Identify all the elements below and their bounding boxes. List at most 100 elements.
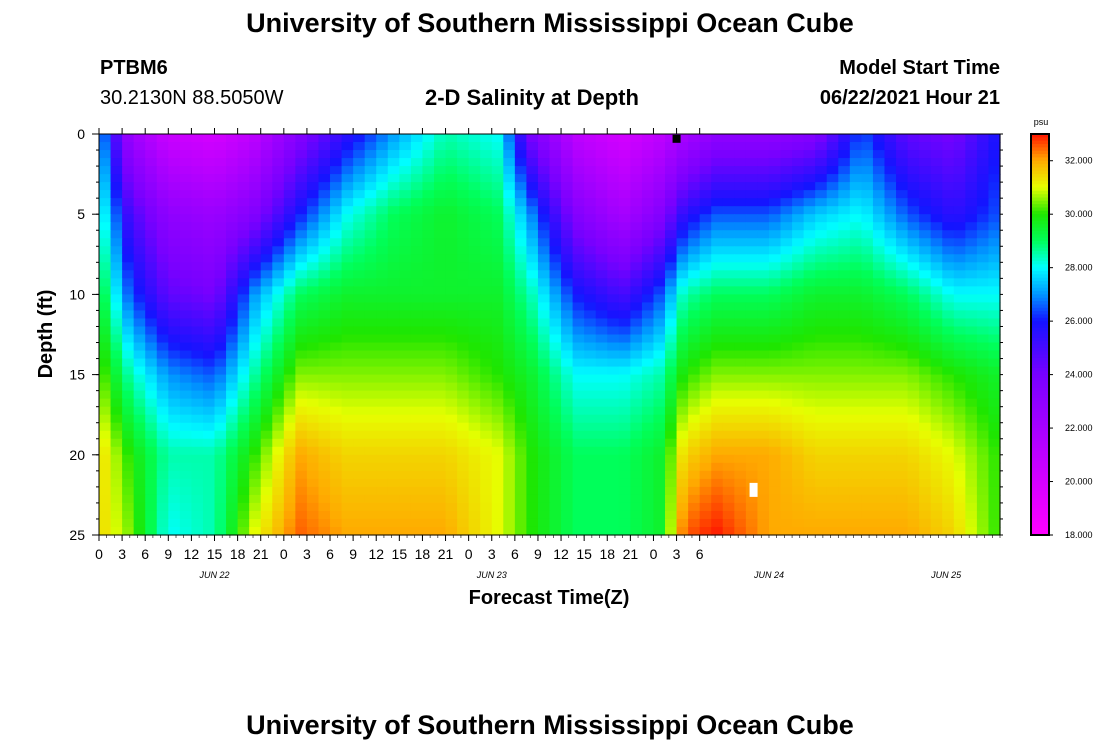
heatmap-cell	[884, 246, 897, 255]
heatmap-cell	[410, 142, 424, 151]
heatmap-cell	[387, 294, 400, 304]
heatmap-cell	[410, 406, 424, 416]
heatmap-cell	[491, 334, 504, 344]
heatmap-cell	[942, 430, 955, 440]
heatmap-cell	[768, 166, 782, 175]
heatmap-cell	[480, 262, 493, 271]
heatmap-cell	[295, 342, 308, 352]
heatmap-cell	[641, 390, 655, 400]
heatmap-cell	[595, 158, 608, 167]
heatmap-cell	[688, 366, 701, 376]
heatmap-cell	[815, 318, 828, 328]
heatmap-cell	[480, 454, 493, 464]
heatmap-cell	[561, 350, 574, 360]
heatmap-cell	[122, 478, 135, 488]
heatmap-cell	[457, 366, 470, 376]
heatmap-cell	[757, 526, 770, 536]
heatmap-cell	[283, 326, 296, 336]
heatmap-cell	[595, 358, 608, 368]
heatmap-cell	[202, 230, 216, 239]
heatmap-cell	[122, 214, 135, 223]
heatmap-cell	[965, 222, 978, 231]
heatmap-cell	[202, 430, 216, 440]
heatmap-cell	[711, 350, 724, 360]
heatmap-cell	[364, 382, 377, 392]
y-tick-label: 20	[69, 447, 85, 463]
heatmap-cell	[422, 222, 435, 231]
heatmap-cell	[861, 238, 874, 247]
heatmap-cell	[410, 230, 424, 239]
heatmap-cell	[815, 310, 828, 320]
heatmap-cell	[306, 214, 320, 223]
heatmap-cell	[838, 286, 851, 295]
x-tick-label: 21	[623, 546, 639, 562]
heatmap-cell	[122, 334, 135, 344]
heatmap-cell	[849, 366, 862, 376]
heatmap-cell	[514, 510, 527, 520]
heatmap-cell	[896, 398, 909, 408]
heatmap-cell	[433, 438, 447, 448]
heatmap-cell	[630, 142, 643, 151]
heatmap-cell	[480, 486, 493, 496]
heatmap-cell	[214, 406, 227, 416]
heatmap-cell	[503, 254, 516, 263]
heatmap-cell	[768, 494, 782, 504]
heatmap-cell	[676, 326, 689, 336]
heatmap-cell	[318, 294, 331, 304]
heatmap-cell	[919, 318, 932, 328]
heatmap-cell	[526, 374, 539, 384]
heatmap-cell	[734, 222, 747, 231]
heatmap-cell	[99, 446, 112, 456]
heatmap-cell	[768, 286, 782, 295]
heatmap-cell	[110, 302, 123, 312]
heatmap-cell	[480, 230, 493, 239]
colorbar-band	[1031, 337, 1049, 342]
heatmap-cell	[364, 278, 377, 287]
heatmap-cell	[283, 430, 296, 440]
heatmap-cell	[653, 310, 666, 320]
station-id: PTBM6	[100, 57, 168, 79]
heatmap-cell	[630, 470, 643, 480]
heatmap-cell	[318, 462, 331, 472]
heatmap-cell	[514, 270, 527, 279]
heatmap-cell	[688, 214, 701, 223]
colorbar-tick-label: 26.000	[1065, 316, 1093, 326]
heatmap-cell	[896, 262, 909, 271]
heatmap-cell	[480, 382, 493, 392]
heatmap-cell	[318, 526, 331, 536]
heatmap-cell	[849, 238, 862, 247]
heatmap-cell	[341, 350, 354, 360]
heatmap-cell	[861, 198, 874, 207]
heatmap-cell	[688, 158, 701, 167]
heatmap-cell	[514, 494, 527, 504]
heatmap-cell	[283, 422, 296, 432]
heatmap-cell	[722, 230, 735, 239]
heatmap-cell	[445, 374, 458, 384]
heatmap-cell	[792, 174, 805, 183]
heatmap-cell	[953, 470, 966, 480]
heatmap-cell	[503, 350, 516, 360]
heatmap-cell	[953, 134, 966, 143]
heatmap-cell	[191, 262, 204, 271]
heatmap-cell	[768, 198, 782, 207]
heatmap-cell	[330, 390, 343, 400]
heatmap-cell	[549, 270, 562, 279]
heatmap-cell	[676, 206, 689, 215]
heatmap-cell	[988, 318, 1001, 328]
heatmap-cell	[884, 518, 897, 528]
heatmap-cell	[665, 510, 678, 520]
heatmap-cell	[976, 318, 990, 328]
heatmap-cell	[122, 150, 135, 159]
heatmap-cell	[249, 518, 262, 528]
heatmap-cell	[618, 446, 631, 456]
heatmap-cell	[665, 206, 678, 215]
heatmap-cell	[122, 350, 135, 360]
heatmap-cell	[226, 326, 239, 336]
heatmap-cell	[757, 382, 770, 392]
heatmap-cell	[826, 342, 839, 352]
heatmap-cell	[526, 318, 539, 328]
heatmap-cell	[226, 398, 239, 408]
heatmap-cell	[110, 198, 123, 207]
heatmap-cell	[422, 454, 435, 464]
colorbar-band	[1031, 488, 1049, 493]
